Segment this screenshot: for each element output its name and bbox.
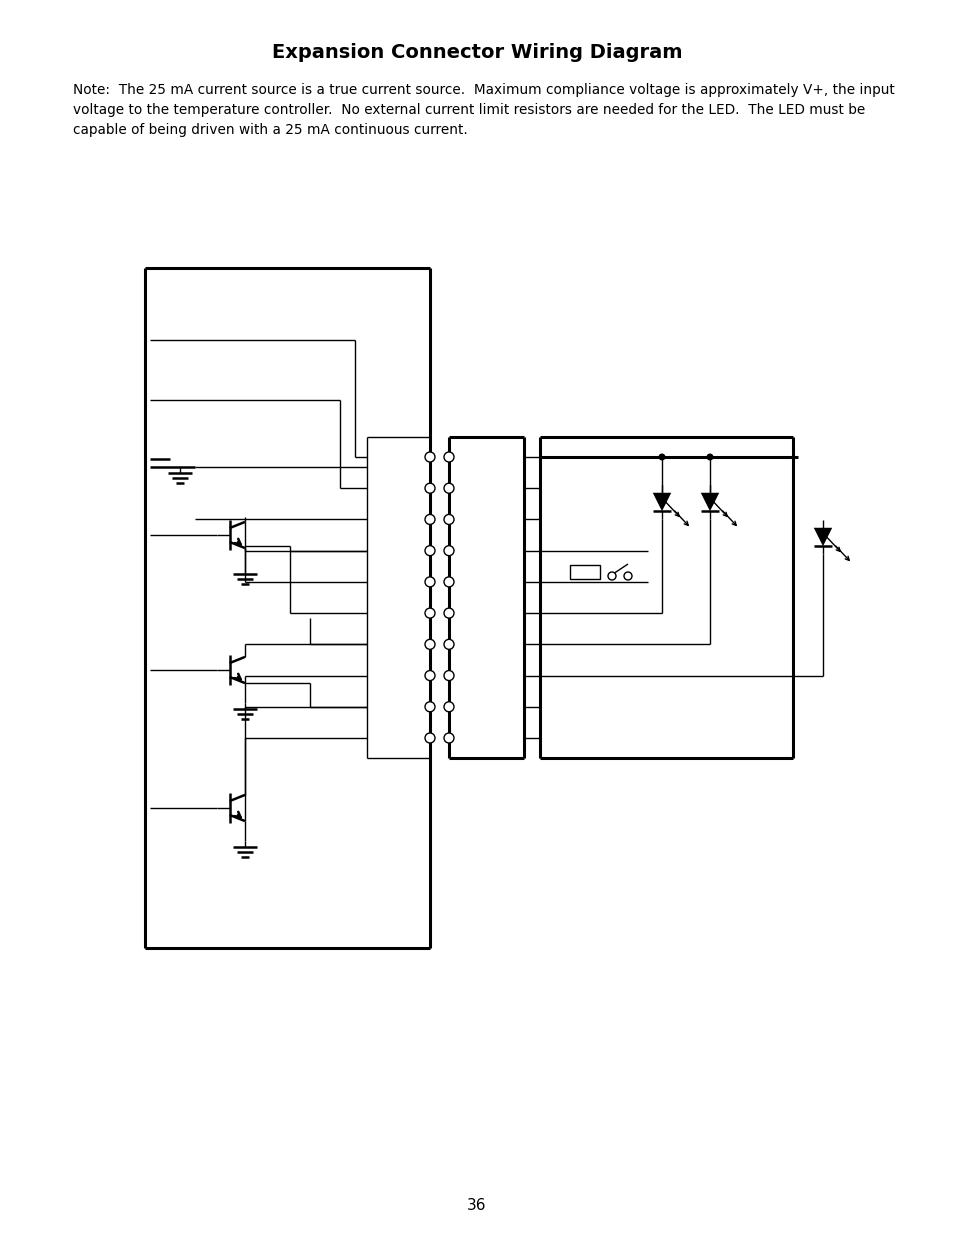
Circle shape xyxy=(443,671,454,680)
Circle shape xyxy=(424,515,435,525)
Circle shape xyxy=(443,483,454,493)
Polygon shape xyxy=(700,493,719,511)
Bar xyxy=(569,564,599,579)
Circle shape xyxy=(623,572,631,580)
Circle shape xyxy=(424,671,435,680)
Circle shape xyxy=(443,640,454,650)
Circle shape xyxy=(443,734,454,743)
Circle shape xyxy=(658,453,665,461)
Circle shape xyxy=(443,515,454,525)
Circle shape xyxy=(424,608,435,618)
Circle shape xyxy=(424,577,435,587)
Circle shape xyxy=(706,453,713,461)
Text: Expansion Connector Wiring Diagram: Expansion Connector Wiring Diagram xyxy=(272,42,681,62)
Polygon shape xyxy=(652,493,671,511)
Circle shape xyxy=(424,701,435,711)
Text: 36: 36 xyxy=(467,1198,486,1213)
Circle shape xyxy=(443,452,454,462)
Circle shape xyxy=(443,608,454,618)
Circle shape xyxy=(424,452,435,462)
Circle shape xyxy=(607,572,616,580)
Circle shape xyxy=(424,640,435,650)
Text: capable of being driven with a 25 mA continuous current.: capable of being driven with a 25 mA con… xyxy=(73,124,467,137)
Text: voltage to the temperature controller.  No external current limit resistors are : voltage to the temperature controller. N… xyxy=(73,103,864,117)
Circle shape xyxy=(443,577,454,587)
Circle shape xyxy=(424,734,435,743)
Text: Note:  The 25 mA current source is a true current source.  Maximum compliance vo: Note: The 25 mA current source is a true… xyxy=(73,83,894,98)
Circle shape xyxy=(443,546,454,556)
Circle shape xyxy=(443,701,454,711)
Circle shape xyxy=(424,546,435,556)
Polygon shape xyxy=(813,527,831,546)
Circle shape xyxy=(424,483,435,493)
